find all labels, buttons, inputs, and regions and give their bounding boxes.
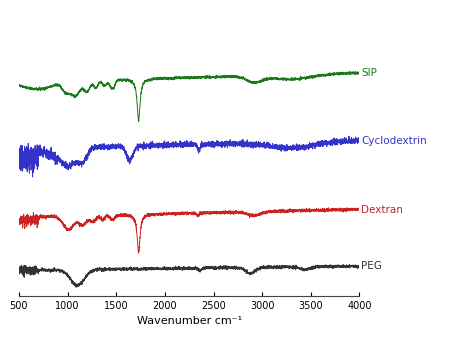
- Text: Cyclodextrin: Cyclodextrin: [361, 136, 427, 146]
- Text: Dextran: Dextran: [361, 205, 403, 215]
- Text: SIP: SIP: [361, 68, 377, 78]
- X-axis label: Wavenumber cm⁻¹: Wavenumber cm⁻¹: [137, 316, 242, 326]
- Text: PEG: PEG: [361, 261, 382, 271]
